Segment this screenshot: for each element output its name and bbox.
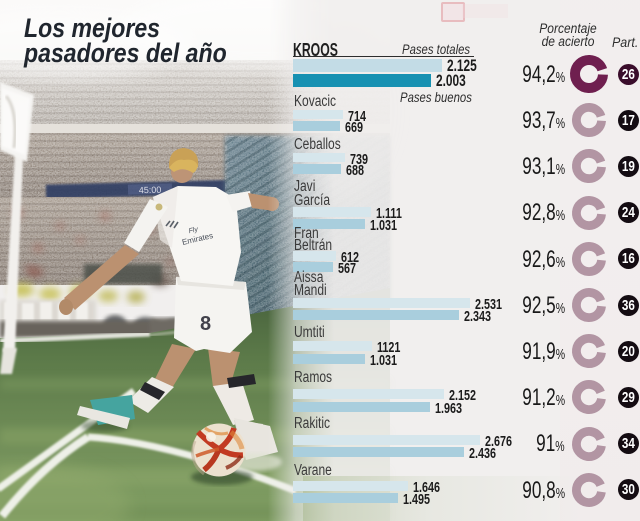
svg-text:Fly: Fly bbox=[188, 226, 199, 235]
svg-text:45:00: 45:00 bbox=[139, 185, 162, 196]
svg-text:8: 8 bbox=[200, 313, 211, 335]
